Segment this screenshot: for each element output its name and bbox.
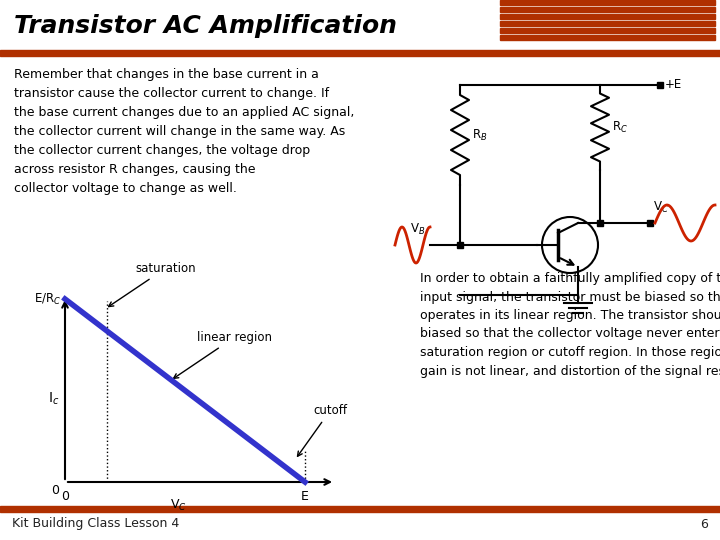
Bar <box>500 7 715 12</box>
Bar <box>500 0 715 5</box>
Text: 0: 0 <box>61 490 69 503</box>
Text: 0: 0 <box>51 484 59 497</box>
Text: R$_C$: R$_C$ <box>612 120 628 135</box>
Text: I$_c$: I$_c$ <box>48 390 59 407</box>
Text: In order to obtain a faithfully amplified copy of the
input signal, the transist: In order to obtain a faithfully amplifie… <box>420 272 720 377</box>
Text: cutoff: cutoff <box>297 404 347 456</box>
Text: E: E <box>301 490 309 503</box>
Text: R$_B$: R$_B$ <box>472 127 487 143</box>
Text: 6: 6 <box>700 517 708 530</box>
Text: E/R$_C$: E/R$_C$ <box>34 292 61 307</box>
Bar <box>500 14 715 19</box>
Text: V$_C$: V$_C$ <box>170 498 186 513</box>
Bar <box>500 21 715 26</box>
Text: Transistor AC Amplification: Transistor AC Amplification <box>14 14 397 38</box>
Text: Remember that changes in the base current in a
transistor cause the collector cu: Remember that changes in the base curren… <box>14 68 354 195</box>
Text: V$_C$: V$_C$ <box>653 200 669 215</box>
Bar <box>500 35 715 40</box>
Text: saturation: saturation <box>109 262 196 307</box>
Bar <box>0 50 720 56</box>
Bar <box>0 506 720 512</box>
Text: V$_B$: V$_B$ <box>410 222 425 237</box>
Bar <box>500 28 715 33</box>
Bar <box>0 0 720 52</box>
Text: Kit Building Class Lesson 4: Kit Building Class Lesson 4 <box>12 517 179 530</box>
Text: linear region: linear region <box>174 331 272 379</box>
Text: +E: +E <box>665 78 683 91</box>
